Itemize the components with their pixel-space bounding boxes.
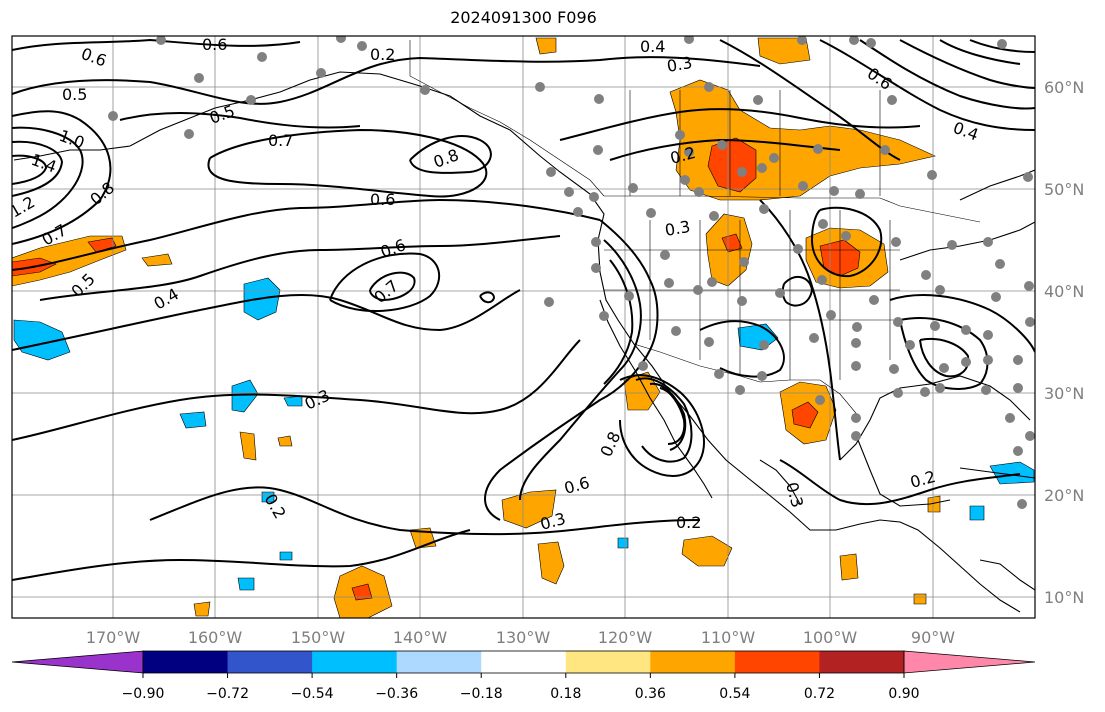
shade-neg-region — [279, 551, 293, 561]
lat-tick-label: 60°N — [1044, 78, 1084, 97]
shade-neg-region — [179, 411, 207, 429]
station-dots — [108, 36, 1035, 509]
lat-tick-label: 20°N — [1044, 486, 1084, 505]
contour-lines — [12, 38, 1035, 581]
colorbar-tick-label: 0.72 — [804, 686, 835, 702]
shade-neg-region — [13, 319, 71, 361]
colorbar-tick-label: 0.90 — [888, 686, 919, 702]
colorbar-tick-label: −0.72 — [206, 686, 249, 702]
colorbar-bin — [227, 651, 313, 673]
colorbar-tick-label: 0.36 — [635, 686, 666, 702]
colorbar-tick-label: −0.36 — [375, 686, 418, 702]
lon-tick-labels: 170°W 160°W 150°W 140°W 130°W 120°W 110°… — [86, 628, 955, 647]
contour-label: 0.6 — [370, 190, 395, 209]
shade-pos-region — [501, 489, 557, 529]
shade-pos2-region — [791, 401, 819, 429]
shade-pos-region — [193, 601, 211, 617]
colorbar-bin — [650, 651, 736, 673]
map-title: 2024091300 F096 — [450, 8, 597, 27]
map-frame — [11, 35, 1036, 619]
colorbar-bin — [312, 651, 398, 673]
colorbar-extend-min — [11, 650, 144, 674]
colorbar-extend-max — [903, 650, 1036, 674]
colorbar-tick-label: 0.54 — [719, 686, 750, 702]
lat-tick-label: 30°N — [1044, 384, 1084, 403]
map-panel: 0.6 0.6 0.2 0.4 0.3 0.6 0.4 0.5 0.5 1.0 … — [11, 35, 1084, 647]
lon-tick-label: 120°W — [598, 628, 653, 647]
colorbar-bin — [481, 651, 567, 673]
lat-tick-labels: 60°N 50°N 40°N 30°N 20°N 10°N — [1044, 78, 1084, 607]
lat-tick-label: 10°N — [1044, 588, 1084, 607]
shade-pos2-region — [721, 233, 743, 253]
colorbar-bins — [11, 650, 1036, 674]
shade-pos2-region — [351, 583, 373, 601]
shade-neg-region — [989, 461, 1035, 485]
lon-tick-label: 170°W — [86, 628, 141, 647]
contour-label: 0.4 — [640, 37, 665, 56]
shade-pos-region — [537, 541, 565, 585]
shade-pos-region — [913, 593, 927, 605]
shade-neg-region — [261, 491, 275, 503]
colorbar-bin — [143, 651, 229, 673]
shade-pos-region — [277, 435, 293, 447]
colorbar: −0.90 −0.72 −0.54 −0.36 −0.18 0.18 0.36 0.54 0.7… — [11, 650, 1036, 702]
colorbar-ticks: −0.90 −0.72 −0.54 −0.36 −0.18 0.18 0.36 0.54 0.7… — [122, 673, 920, 702]
shade-pos-region — [535, 37, 557, 55]
lon-tick-label: 160°W — [188, 628, 243, 647]
shaded-anomalies — [12, 37, 1035, 618]
shade-pos-region — [681, 535, 733, 567]
colorbar-bin — [734, 651, 820, 673]
colorbar-frame — [142, 650, 905, 674]
shade-pos2-region — [87, 237, 117, 253]
colorbar-bin — [565, 651, 651, 673]
shade-neg-region — [237, 577, 255, 591]
lon-tick-label: 100°W — [803, 628, 858, 647]
contour-label: 0.2 — [676, 513, 701, 532]
contour-label: 0.3 — [663, 217, 691, 240]
shade-pos-region — [927, 495, 941, 513]
lon-tick-label: 90°W — [911, 628, 955, 647]
shade-neg-region — [231, 379, 259, 413]
contour-label: 0.6 — [202, 35, 227, 54]
lon-tick-label: 130°W — [496, 628, 551, 647]
lon-tick-label: 110°W — [701, 628, 756, 647]
colorbar-bin — [819, 651, 905, 673]
shade-pos-region — [839, 553, 859, 581]
lat-tick-label: 50°N — [1044, 180, 1084, 199]
shade-pos-region — [239, 431, 257, 461]
contour-label: 0.2 — [370, 45, 395, 64]
shade-neg-region — [617, 537, 629, 549]
contour-label: 0.7 — [268, 131, 293, 150]
colorbar-tick-label: −0.54 — [291, 686, 334, 702]
coastlines — [13, 71, 1035, 613]
map-background — [12, 36, 1035, 618]
contour-label: 0.5 — [62, 85, 87, 104]
lat-tick-label: 40°N — [1044, 282, 1084, 301]
colorbar-tick-label: 0.18 — [550, 686, 581, 702]
shade-pos-region — [141, 253, 173, 267]
colorbar-bin — [396, 651, 482, 673]
shade-neg-region — [969, 505, 985, 521]
lon-tick-label: 140°W — [393, 628, 448, 647]
contour-label: 0.3 — [665, 53, 693, 76]
colorbar-tick-label: −0.90 — [122, 686, 165, 702]
lon-tick-label: 150°W — [291, 628, 346, 647]
colorbar-tick-label: −0.18 — [460, 686, 503, 702]
